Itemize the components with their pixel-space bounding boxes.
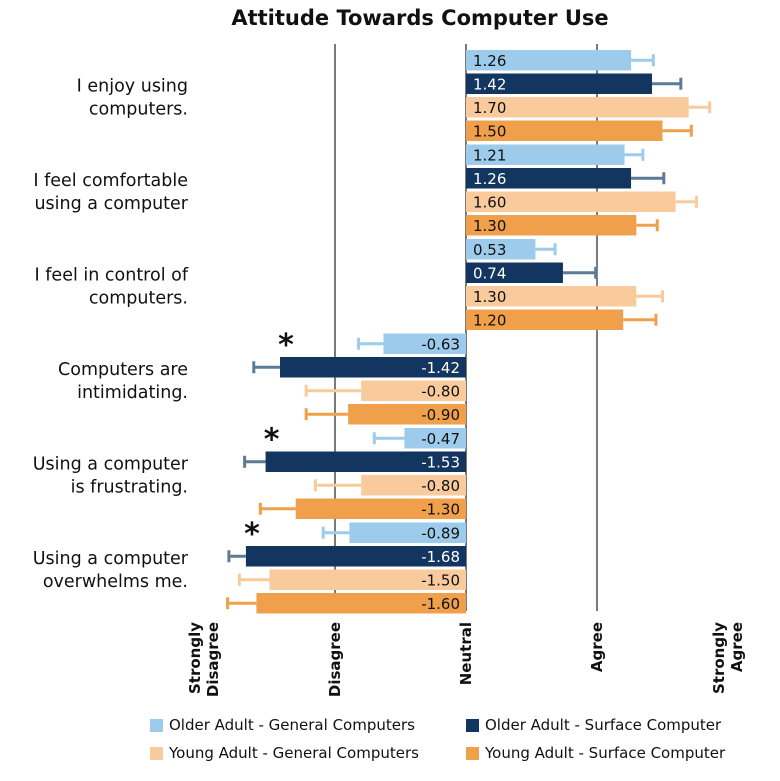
significance-marker: * [264,423,280,458]
bar [361,380,466,401]
data-label: -0.80 [421,477,460,495]
significance-marker: * [278,328,294,363]
legend-item-young-surface: Young Adult - Surface Computer [466,744,725,762]
category-label: Using a computer overwhelms me. [33,549,189,592]
bar [349,522,466,543]
bar [466,239,536,260]
x-tick-label: Neutral [457,622,475,685]
bar [256,593,466,614]
bar [466,262,563,283]
data-label: 1.30 [473,217,506,235]
data-label: -1.50 [421,571,460,589]
data-label: -1.68 [421,548,460,566]
data-label: -0.90 [421,406,460,424]
data-label: 1.70 [473,99,506,117]
bar [466,215,637,236]
bar [466,309,624,330]
x-tick-label: Disagree [326,622,344,697]
data-label: 1.20 [473,311,506,329]
bar [466,73,653,94]
legend-item-older-general: Older Adult - General Computers [150,716,415,734]
bar [404,428,466,449]
chart-title: Attitude Towards Computer Use [231,6,609,30]
data-label: -0.63 [421,335,460,353]
data-label: 1.42 [473,75,506,93]
bar [269,569,466,590]
data-label: 1.60 [473,193,506,211]
data-label: 1.21 [473,146,506,164]
category-label: Using a computer is frustrating. [33,455,189,498]
bar [466,120,663,141]
x-tick-label: StronglyAgree [710,622,746,694]
bar [361,475,466,496]
significance-marker: * [244,517,260,552]
data-label: -1.53 [421,453,460,471]
bar [466,50,632,71]
category-label: I feel comfortable using a computer [33,171,188,214]
legend-item-young-general: Young Adult - General Computers [150,744,419,762]
data-label: -1.42 [421,359,460,377]
legend-item-older-surface: Older Adult - Surface Computer [466,716,721,734]
data-label: 0.53 [473,241,506,259]
legend-label: Young Adult - General Computers [169,744,419,762]
data-label: -0.80 [421,382,460,400]
bar [466,191,676,212]
x-tick-label: StronglyDisagree [186,622,222,697]
data-label: 1.26 [473,52,506,70]
bar [245,546,466,567]
bar [279,357,466,378]
legend-swatch [466,718,479,732]
legend-swatch [150,746,163,760]
category-label: I enjoy using computers. [77,77,188,120]
bar [466,97,689,118]
data-label: 1.26 [473,170,506,188]
data-label: -1.60 [421,595,460,613]
bar [466,286,637,307]
data-label: -0.89 [421,524,460,542]
category-label: I feel in control of computers. [35,266,189,309]
data-label: -0.47 [421,430,460,448]
x-tick-label: Agree [588,622,606,672]
bar [383,333,466,354]
legend-swatch [466,746,479,760]
bar [348,404,466,425]
legend-label: Young Adult - Surface Computer [485,744,726,762]
category-label: Computers are intimidating. [58,360,188,403]
legend-label: Older Adult - General Computers [169,716,415,734]
data-label: 0.74 [473,264,506,282]
bar [295,498,466,519]
data-label: -1.30 [421,500,460,518]
legend-swatch [150,718,163,732]
data-label: 1.50 [473,122,506,140]
legend-label: Older Adult - Surface Computer [485,716,722,734]
bar [265,451,466,472]
bar [466,144,625,165]
bar [466,168,632,189]
data-label: 1.30 [473,288,506,306]
